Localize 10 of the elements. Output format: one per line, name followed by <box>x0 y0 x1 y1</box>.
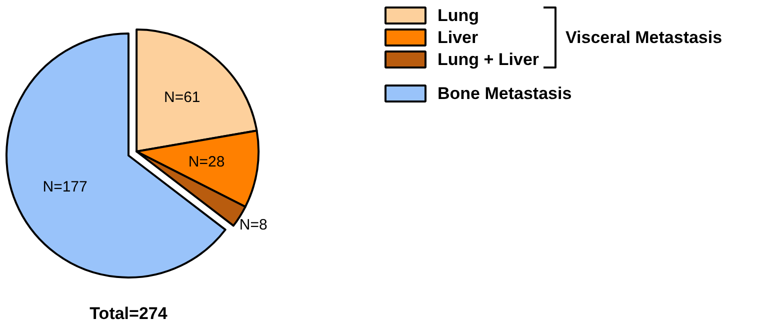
data-label: N=177 <box>42 178 88 196</box>
data-label: N=28 <box>188 154 225 171</box>
text: Visceral Metastasis <box>566 28 722 47</box>
data-label: N=61 <box>164 88 200 106</box>
legend-label: Liver <box>438 28 479 47</box>
legend-label: Lung <box>438 6 480 25</box>
legend-label: Bone Metastasis <box>438 84 572 103</box>
legend-label: Lung + Liver <box>438 50 540 69</box>
data-label: N=8 <box>239 216 268 234</box>
text: Total=274 <box>90 304 168 323</box>
